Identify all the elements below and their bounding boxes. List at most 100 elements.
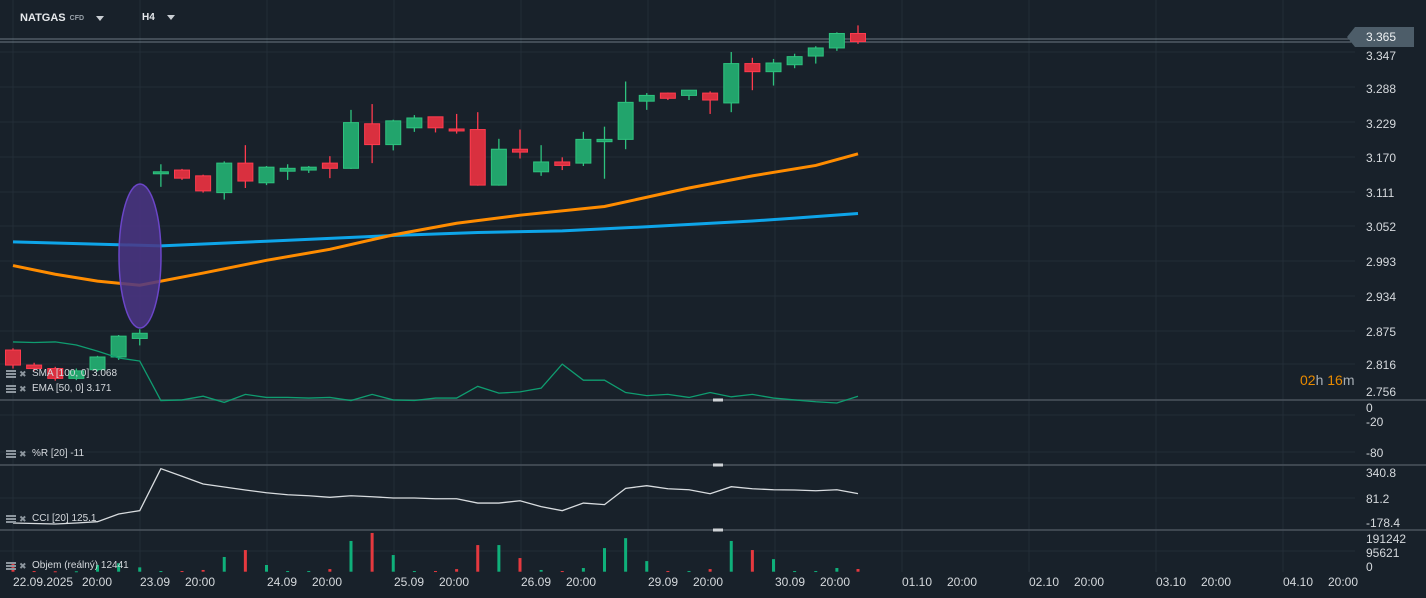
time-axis-time: 20:00	[566, 575, 597, 589]
time-axis-date: 25.09	[394, 575, 425, 589]
time-axis-date: 04.10	[1283, 575, 1314, 589]
candle-down	[554, 161, 571, 166]
volume-tick-label: 191242	[1366, 532, 1407, 546]
candle-up	[131, 332, 148, 339]
williams-tick-label: 0	[1366, 401, 1373, 415]
timeframe-selector[interactable]: H4	[142, 12, 175, 23]
legend-volume-label: Objem (reálný) 12441	[32, 560, 129, 571]
candle-up	[807, 47, 824, 57]
volume-bar	[856, 569, 860, 572]
volume-bar	[476, 545, 480, 572]
close-icon[interactable]: ✖	[19, 561, 27, 571]
close-icon[interactable]: ✖	[19, 384, 27, 394]
candle-up	[723, 63, 740, 104]
menu-icon[interactable]	[6, 370, 16, 378]
cci-tick-label: 81.2	[1366, 492, 1390, 506]
volume-bar	[32, 571, 36, 573]
time-axis-time: 20:00	[1201, 575, 1232, 589]
volume-bar	[497, 545, 501, 572]
volume-bar	[518, 558, 522, 572]
symbol-selector[interactable]: NATGAS CFD	[20, 12, 105, 24]
candle-down	[427, 116, 444, 129]
volume-bar	[307, 571, 311, 573]
time-axis-time: 20:00	[439, 575, 470, 589]
candle-up	[343, 122, 359, 169]
volume-bar	[666, 571, 670, 573]
ema-line	[12, 152, 859, 287]
candle-down	[195, 175, 212, 192]
volume-bar	[53, 571, 57, 573]
volume-bar	[286, 571, 290, 573]
time-axis-date: 22.09.2025	[13, 575, 74, 589]
time-axis-time: 20:00	[1074, 575, 1105, 589]
time-axis-date: 23.09	[140, 575, 171, 589]
legend-volume: ✖ Objem (reálný) 12441	[6, 560, 129, 572]
cci-line	[12, 467, 859, 525]
symbol-name: NATGAS	[20, 12, 66, 24]
legend-sma: ✖ SMA [100, 0] 3.068	[6, 368, 117, 380]
candle-up	[617, 101, 634, 140]
time-axis-time: 20:00	[185, 575, 216, 589]
candle-up	[152, 171, 169, 175]
volume-tick-label: 0	[1366, 560, 1373, 574]
volume-bar	[581, 568, 585, 572]
cci-tick-label: 340.8	[1366, 466, 1397, 480]
candle-down	[744, 63, 761, 73]
volume-bar	[265, 564, 268, 572]
volume-bar	[624, 538, 628, 572]
volume-bar	[434, 571, 437, 573]
volume-bar	[412, 571, 416, 573]
menu-icon[interactable]	[6, 562, 16, 570]
time-axis-date: 26.09	[521, 575, 552, 589]
candle-up	[406, 117, 423, 129]
price-tick-label: 2.816	[1366, 358, 1397, 372]
candle-down	[469, 129, 486, 186]
menu-icon[interactable]	[6, 385, 16, 393]
time-axis-date: 03.10	[1156, 575, 1187, 589]
legend-ema-label: EMA [50, 0] 3.171	[32, 383, 112, 394]
volume-bar	[180, 571, 184, 573]
price-tick-label: 3.052	[1366, 220, 1397, 234]
close-icon[interactable]: ✖	[19, 514, 27, 524]
candle-down	[321, 162, 338, 169]
menu-icon[interactable]	[6, 515, 16, 523]
candle-up	[216, 162, 233, 194]
price-tick-label: 3.288	[1366, 82, 1397, 96]
candle-down	[237, 162, 254, 182]
candle-up	[638, 94, 655, 102]
legend-sma-label: SMA [100, 0] 3.068	[32, 368, 118, 379]
candle-down	[659, 92, 676, 99]
menu-icon[interactable]	[6, 450, 16, 458]
volume-bar	[243, 550, 247, 572]
legend-cci-label: CCI [20] 125.1	[32, 513, 97, 524]
time-axis-time: 20:00	[820, 575, 851, 589]
timeframe-label: H4	[142, 12, 155, 23]
candle-countdown: 02h 16m	[1300, 372, 1355, 388]
time-axis-date: 30.09	[775, 575, 806, 589]
countdown-hours-unit: h	[1315, 372, 1324, 388]
time-axis-time: 20:00	[82, 575, 113, 589]
volume-bar	[772, 559, 775, 572]
volume-bar	[201, 569, 205, 572]
candle-up	[110, 335, 127, 358]
volume-bar	[539, 569, 543, 572]
candle-down	[5, 349, 21, 366]
candle-up	[385, 120, 402, 146]
volume-bar	[835, 568, 839, 572]
candle-down	[448, 128, 465, 132]
candle-up	[258, 166, 275, 184]
volume-bar	[687, 571, 691, 573]
volume-bar	[645, 561, 649, 572]
legend-williams-label: %R [20] -11	[32, 448, 85, 459]
countdown-hours: 02	[1300, 372, 1316, 388]
candle-up	[68, 370, 85, 379]
candle-down	[26, 364, 43, 370]
close-icon[interactable]: ✖	[19, 449, 27, 459]
price-tick-label: 2.993	[1366, 255, 1397, 269]
volume-bar	[159, 571, 163, 573]
close-icon[interactable]: ✖	[19, 369, 27, 379]
candle-up	[300, 166, 317, 171]
time-axis-date: 02.10	[1029, 575, 1060, 589]
volume-bar	[455, 569, 459, 572]
